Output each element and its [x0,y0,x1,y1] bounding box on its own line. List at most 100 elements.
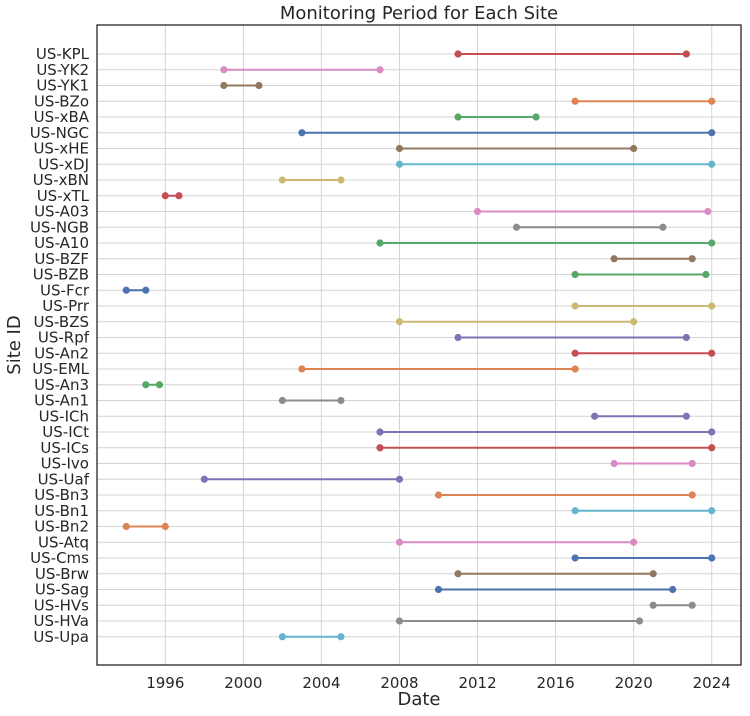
end-marker [704,207,712,216]
end-marker [630,318,638,326]
y-tick-label: US-Sag [35,581,89,599]
start-marker [395,538,404,546]
y-tick-label: US-ICt [42,423,89,441]
start-marker [376,444,384,452]
start-marker [278,396,286,405]
y-tick-label: US-xDJ [38,155,89,173]
start-marker [434,491,443,499]
y-tick-label: US-HVa [34,612,89,630]
start-marker [220,66,228,74]
start-marker [454,570,462,578]
start-marker [298,365,306,373]
end-marker [708,428,716,436]
y-tick-label: US-Fcr [40,281,90,299]
y-tick-label: US-BZB [33,266,89,284]
y-tick-label: US-Atq [38,533,89,551]
start-marker [571,554,579,562]
end-marker [702,270,710,279]
end-marker [682,333,690,342]
y-tick-label: US-YK2 [36,61,89,79]
y-tick-label: US-Cms [30,549,89,567]
start-marker [278,633,286,641]
end-marker [649,570,657,578]
y-tick-label: US-ICh [39,407,89,425]
y-tick-label: US-NGC [30,124,89,142]
y-tick-label: US-Uaf [38,470,90,488]
end-marker [175,192,183,200]
x-tick-label: 2012 [458,674,496,692]
start-marker [571,97,579,105]
end-marker [337,396,345,405]
end-marker [708,444,716,452]
x-tick-label: 2000 [224,674,262,692]
end-marker [630,144,638,153]
y-tick-labels: US-KPLUS-YK2US-YK1US-BZoUS-xBAUS-NGCUS-x… [30,45,90,646]
x-tick-label: 1996 [146,674,184,692]
start-marker [395,318,404,326]
y-tick-label: US-Bn3 [34,486,89,504]
start-marker [591,412,599,420]
start-marker [376,428,384,436]
start-marker [512,223,521,231]
y-tick-label: US-Upa [33,628,89,646]
x-tick-label: 2008 [380,674,418,692]
y-tick-label: US-BZF [34,250,89,268]
start-marker [395,144,404,153]
start-marker [454,333,462,342]
end-marker [708,97,716,105]
y-tick-label: US-Bn1 [34,502,89,520]
start-marker [298,129,306,137]
end-marker [708,302,716,310]
y-tick-label: US-Ivo [41,455,89,473]
end-marker [708,160,716,168]
start-marker [473,207,482,216]
end-marker [708,349,716,357]
end-marker [688,255,696,263]
y-tick-label: US-xBN [33,171,89,189]
end-marker [659,223,667,231]
y-tick-label: US-An1 [34,392,89,410]
end-marker [669,585,677,594]
end-marker [708,507,716,515]
start-marker [434,585,443,594]
y-tick-label: US-ICs [40,439,89,457]
y-tick-label: US-HVs [34,596,89,614]
start-marker [395,617,404,625]
start-marker [220,81,228,90]
x-tick-label: 2020 [615,674,653,692]
end-marker [571,365,579,373]
y-tick-label: US-Brw [35,565,89,583]
y-tick-label: US-A03 [34,203,89,221]
x-axis-label: Date [397,689,440,710]
start-marker [122,286,130,294]
end-marker [142,286,150,294]
y-tick-label: US-An3 [34,376,89,394]
start-marker [571,349,579,357]
y-tick-label: US-EML [32,360,89,378]
start-marker [200,475,208,483]
site-segments [122,50,716,641]
end-marker [635,617,644,625]
y-tick-label: US-KPL [36,45,90,63]
end-marker [682,412,690,420]
end-marker [630,538,638,546]
y-tick-label: US-BZo [34,92,89,110]
x-tick-label: 2024 [693,674,731,692]
start-marker [571,302,579,310]
start-marker [454,50,462,58]
end-marker [708,554,716,562]
end-marker [255,81,263,90]
y-tick-label: US-Bn2 [34,518,89,536]
chart-title: Monitoring Period for Each Site [280,3,558,24]
start-marker [454,113,462,121]
end-marker [532,113,540,121]
end-marker [708,239,716,247]
start-marker [161,192,169,200]
end-marker [337,176,345,184]
start-marker [122,522,130,531]
end-marker [688,601,696,609]
start-marker [610,255,618,263]
y-tick-label: US-xTL [37,187,90,205]
